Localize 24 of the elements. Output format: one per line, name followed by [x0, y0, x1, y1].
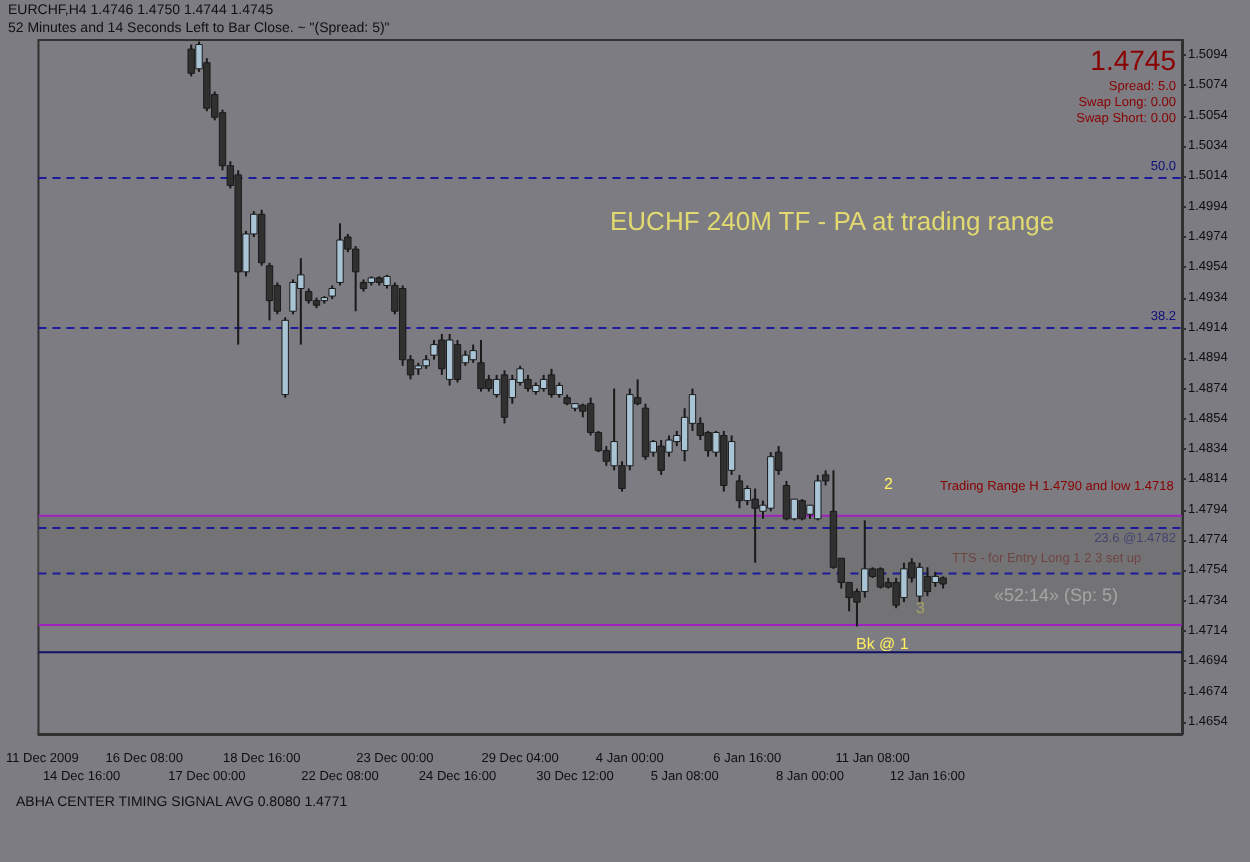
candlestick: [438, 332, 446, 376]
candlestick: [900, 561, 908, 604]
candlestick: [453, 339, 462, 384]
candlestick: [915, 561, 924, 604]
candlestick: [500, 369, 509, 425]
candlestick: [782, 479, 791, 522]
annotation: 1.4745: [1090, 44, 1177, 76]
candlestick: [187, 43, 195, 78]
candlestick: [445, 332, 454, 387]
annotation: 2: [884, 475, 894, 493]
candlestick: [657, 439, 665, 476]
candlestick: [876, 566, 885, 590]
candlestick: [923, 566, 932, 598]
candlestick: [297, 257, 305, 346]
candlestick: [336, 222, 344, 287]
candlestick: [735, 473, 744, 510]
candlestick: [477, 339, 485, 393]
candlestick: [814, 473, 822, 522]
candlestick: [798, 498, 806, 522]
text: EUCHF 240M TF - PA at trading range: [610, 206, 1055, 236]
candlestick: [430, 339, 438, 361]
candlestick: [751, 487, 759, 564]
annotation: Bk @ 1: [856, 635, 910, 653]
candlestick: [547, 367, 556, 399]
